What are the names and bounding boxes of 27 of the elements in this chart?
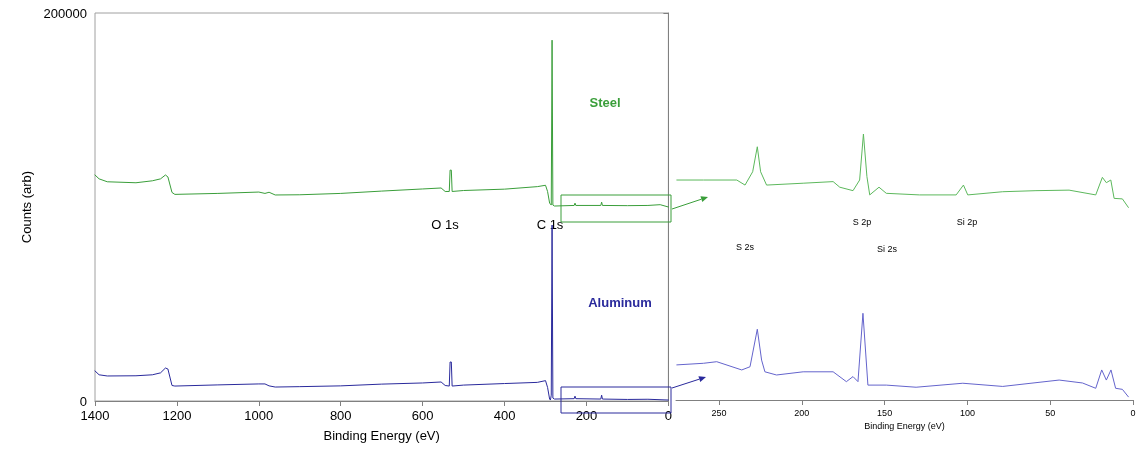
x-tick-label: 100: [959, 407, 975, 418]
line-series: [94, 39, 669, 208]
x-tick-label: 400: [493, 408, 516, 423]
text: Steel: [589, 94, 621, 110]
x-tick-label: 50: [1045, 407, 1056, 418]
y-tick-label: 200000: [43, 5, 87, 21]
annotation: Si 2p: [956, 217, 978, 227]
x-tick-label: 250: [711, 407, 727, 418]
y-axis-title: Counts (arb): [18, 170, 34, 244]
x-tick-label: 1000: [244, 408, 274, 423]
x-tick-label: 800: [329, 408, 352, 423]
x-tick-label: 0: [664, 408, 672, 423]
annotation: Si 2s: [876, 244, 898, 254]
x-tick-label: 200: [575, 408, 598, 423]
annotation: S 2s: [735, 242, 755, 252]
x-tick-label: 150: [877, 407, 893, 418]
x-axis-title: Binding Energy (eV): [323, 428, 440, 443]
annotation: C 1s: [536, 216, 564, 232]
annotation: O 1s: [431, 216, 460, 232]
x-tick-label: 1200: [162, 408, 192, 423]
x-axis-title: Binding Energy (eV): [864, 421, 945, 432]
x-tick-label: 1400: [80, 408, 110, 423]
annotation: S 2p: [852, 217, 872, 227]
x-tick-label: 200: [794, 407, 810, 418]
text: Aluminum: [588, 294, 652, 310]
x-tick-label: 0: [1130, 407, 1136, 418]
x-tick-label: 600: [411, 408, 434, 423]
